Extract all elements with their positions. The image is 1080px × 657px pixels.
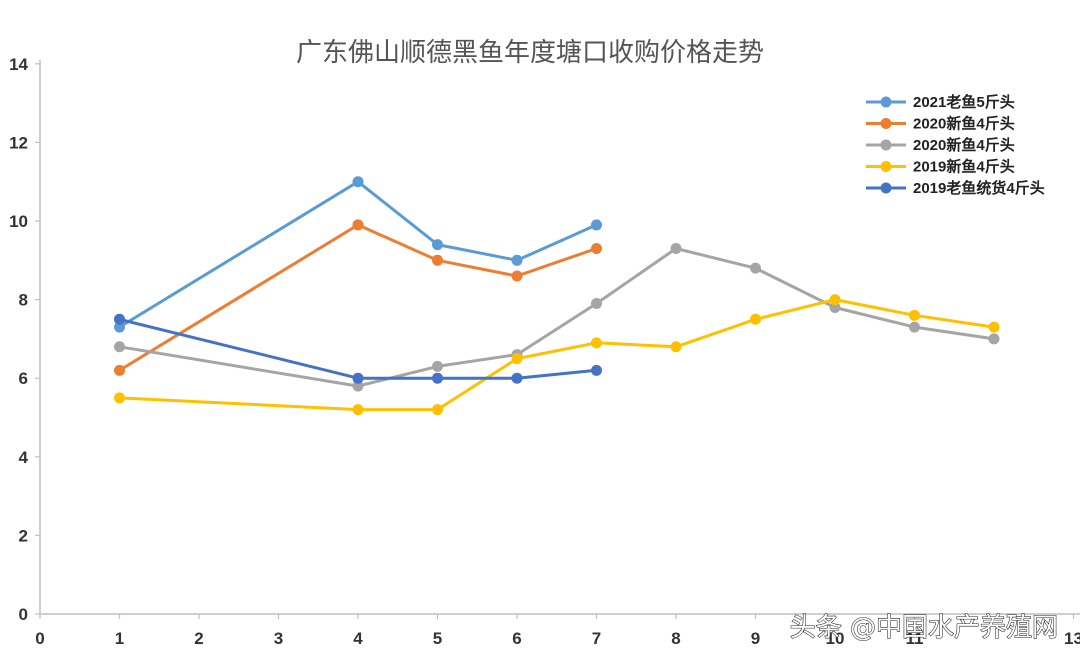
legend-label: 2020新鱼4斤头 <box>913 136 1015 154</box>
series-4 <box>114 294 1000 416</box>
data-point <box>352 380 364 392</box>
y-tick-label: 2 <box>19 526 28 545</box>
legend-swatch-marker <box>880 96 892 108</box>
x-tick-label: 9 <box>751 629 760 648</box>
legend-swatch-marker <box>880 182 892 194</box>
x-tick-label: 10 <box>826 629 845 648</box>
data-point <box>432 372 443 384</box>
data-point <box>114 364 125 376</box>
data-point <box>909 309 920 321</box>
data-point <box>114 341 125 353</box>
series-2 <box>114 219 602 376</box>
legend-label: 2019新鱼4斤头 <box>913 158 1015 176</box>
x-tick-label: 1 <box>115 629 124 648</box>
series-layer <box>114 176 1000 416</box>
data-point <box>750 262 761 274</box>
data-point <box>909 321 920 333</box>
chart-title: 广东佛山顺德黑鱼年度塘口收购价格走势 <box>296 38 764 68</box>
series-5 <box>114 313 602 384</box>
legend-item: 2020新鱼4斤头 <box>866 115 1015 133</box>
legend-swatch-marker <box>880 118 892 129</box>
data-point <box>432 239 443 251</box>
data-point <box>829 294 841 306</box>
data-point <box>511 353 523 365</box>
data-point <box>591 298 602 310</box>
data-point <box>352 372 364 384</box>
watermark-text: 头条 @中国水产养殖网 <box>790 613 1058 643</box>
series-1 <box>114 176 602 333</box>
data-point <box>511 270 523 282</box>
y-tick-label: 8 <box>19 291 28 310</box>
series-line <box>118 247 996 388</box>
x-tick-label: 6 <box>512 629 521 648</box>
x-tick-label: 2 <box>194 629 203 648</box>
x-tick-label: 5 <box>433 629 442 648</box>
data-point <box>511 372 523 384</box>
data-point <box>114 313 125 325</box>
data-point <box>352 404 364 416</box>
y-tick-label: 10 <box>9 212 28 231</box>
data-point <box>591 337 602 349</box>
legend: 2021老鱼5斤头 2020新鱼4斤头 2020新鱼4斤头 2019新鱼4斤头 2019… <box>866 93 1045 197</box>
legend-swatch-marker <box>880 161 892 172</box>
legend-item: 2019老鱼统货4斤头 <box>866 179 1045 197</box>
legend-label: 2019老鱼统货4斤头 <box>913 179 1045 197</box>
data-point <box>829 301 841 313</box>
data-point <box>591 219 602 231</box>
data-point <box>670 341 682 353</box>
data-point <box>591 364 602 376</box>
data-point <box>352 219 364 231</box>
data-point <box>591 243 602 255</box>
y-tick-label: 4 <box>19 448 29 467</box>
data-point <box>432 360 443 372</box>
x-tick-label: 0 <box>35 629 44 648</box>
series-line <box>118 298 996 412</box>
series-3 <box>114 243 1000 392</box>
data-point <box>670 243 682 255</box>
data-point <box>114 321 125 333</box>
x-tick-label: 4 <box>353 629 363 648</box>
data-point <box>352 176 364 188</box>
x-tick-label: 3 <box>274 629 283 648</box>
data-point <box>432 404 443 416</box>
y-tick-label: 6 <box>19 369 28 388</box>
x-tick-label: 11 <box>906 629 924 648</box>
x-tick-label: 13 <box>1064 629 1080 648</box>
legend-swatch-marker <box>880 139 892 151</box>
x-tick-label: 8 <box>671 629 680 648</box>
data-point <box>511 254 523 266</box>
y-tick-label: 0 <box>19 605 28 624</box>
y-tick-label: 12 <box>9 133 28 152</box>
legend-item: 2019新鱼4斤头 <box>866 158 1015 176</box>
legend-label: 2021老鱼5斤头 <box>913 93 1015 111</box>
data-point <box>988 333 1000 345</box>
data-point <box>114 392 125 404</box>
series-line <box>118 180 598 329</box>
data-point <box>432 254 443 266</box>
data-point <box>750 313 761 325</box>
legend-item: 2021老鱼5斤头 <box>866 93 1015 111</box>
y-tick-label: 14 <box>9 55 28 74</box>
data-point <box>988 321 1000 333</box>
legend-item: 2020新鱼4斤头 <box>866 136 1015 154</box>
x-tick-label: 7 <box>592 629 601 648</box>
legend-label: 2020新鱼4斤头 <box>913 115 1015 133</box>
